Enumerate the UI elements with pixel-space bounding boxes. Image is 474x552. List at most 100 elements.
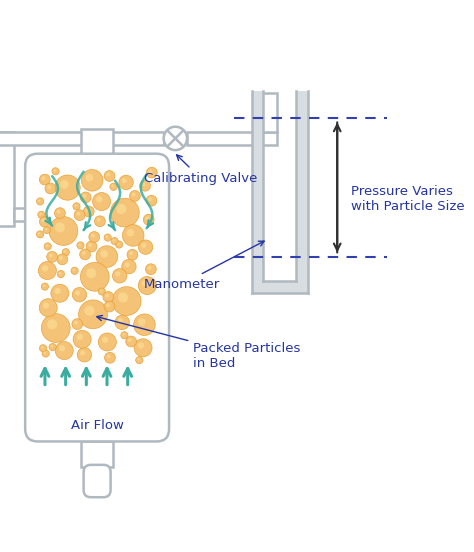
Circle shape xyxy=(128,338,132,342)
Circle shape xyxy=(118,318,123,323)
Bar xyxy=(252,282,308,293)
Circle shape xyxy=(164,127,187,150)
Circle shape xyxy=(49,343,56,351)
Circle shape xyxy=(38,262,56,279)
Circle shape xyxy=(43,226,50,233)
Circle shape xyxy=(47,320,57,330)
Circle shape xyxy=(80,351,85,355)
Circle shape xyxy=(129,252,133,255)
Text: Packed Particles
in Bed: Packed Particles in Bed xyxy=(97,315,301,370)
Circle shape xyxy=(82,251,86,255)
Circle shape xyxy=(73,288,87,302)
Circle shape xyxy=(142,280,148,286)
Circle shape xyxy=(57,210,61,214)
Bar xyxy=(0,132,14,226)
Circle shape xyxy=(42,350,49,357)
Text: Calibrating Valve: Calibrating Valve xyxy=(144,155,257,185)
Circle shape xyxy=(50,345,53,347)
Circle shape xyxy=(49,253,53,257)
Circle shape xyxy=(137,358,140,360)
FancyBboxPatch shape xyxy=(83,465,110,497)
Circle shape xyxy=(55,175,80,200)
Circle shape xyxy=(138,240,153,254)
Circle shape xyxy=(146,195,157,206)
Circle shape xyxy=(55,208,65,219)
Circle shape xyxy=(111,185,114,187)
Circle shape xyxy=(59,272,61,274)
Circle shape xyxy=(92,193,110,210)
Circle shape xyxy=(126,336,137,347)
Circle shape xyxy=(91,233,95,237)
Circle shape xyxy=(134,314,155,336)
Circle shape xyxy=(38,199,40,202)
Bar xyxy=(81,442,113,466)
Circle shape xyxy=(55,288,61,294)
Circle shape xyxy=(44,352,46,354)
Circle shape xyxy=(74,321,78,325)
Circle shape xyxy=(62,248,69,256)
Circle shape xyxy=(51,284,69,302)
Circle shape xyxy=(82,194,86,198)
Circle shape xyxy=(146,167,157,178)
Circle shape xyxy=(88,243,92,247)
Circle shape xyxy=(81,262,109,291)
Circle shape xyxy=(148,198,152,201)
Bar xyxy=(261,93,277,132)
Circle shape xyxy=(106,303,110,307)
Circle shape xyxy=(104,234,111,241)
Circle shape xyxy=(55,342,73,359)
Circle shape xyxy=(80,249,91,260)
Circle shape xyxy=(104,171,115,182)
Circle shape xyxy=(39,174,50,185)
Circle shape xyxy=(138,318,146,326)
Circle shape xyxy=(72,319,82,330)
Circle shape xyxy=(71,267,78,274)
Circle shape xyxy=(141,243,146,248)
Circle shape xyxy=(82,169,103,191)
Circle shape xyxy=(122,333,125,336)
Circle shape xyxy=(73,203,80,210)
Circle shape xyxy=(98,333,116,351)
Circle shape xyxy=(42,176,46,180)
Circle shape xyxy=(115,272,120,277)
Circle shape xyxy=(119,175,133,189)
Circle shape xyxy=(64,250,66,253)
Circle shape xyxy=(86,241,97,252)
Circle shape xyxy=(47,251,57,262)
Circle shape xyxy=(55,222,65,232)
Circle shape xyxy=(76,212,80,216)
Circle shape xyxy=(73,269,75,271)
Bar xyxy=(81,129,113,153)
Circle shape xyxy=(41,283,48,290)
Circle shape xyxy=(49,216,78,245)
Circle shape xyxy=(148,169,152,173)
Circle shape xyxy=(41,314,70,342)
Circle shape xyxy=(136,357,143,364)
Circle shape xyxy=(122,178,127,183)
Circle shape xyxy=(39,216,50,227)
Circle shape xyxy=(121,332,128,339)
Circle shape xyxy=(102,337,108,343)
Circle shape xyxy=(105,352,115,363)
Circle shape xyxy=(79,300,108,328)
Circle shape xyxy=(143,214,154,225)
Circle shape xyxy=(116,204,126,214)
Text: Manometer: Manometer xyxy=(144,241,264,290)
Circle shape xyxy=(43,302,49,309)
Circle shape xyxy=(75,290,80,295)
Circle shape xyxy=(94,216,105,227)
Circle shape xyxy=(44,243,51,250)
Circle shape xyxy=(42,265,48,272)
Bar xyxy=(14,208,25,221)
Circle shape xyxy=(74,204,77,206)
Circle shape xyxy=(106,173,110,177)
Circle shape xyxy=(42,219,46,222)
Circle shape xyxy=(138,277,156,295)
Circle shape xyxy=(73,330,91,348)
Circle shape xyxy=(59,256,63,260)
Circle shape xyxy=(52,168,59,175)
Circle shape xyxy=(117,242,119,245)
Circle shape xyxy=(137,342,144,349)
FancyBboxPatch shape xyxy=(25,153,169,442)
Circle shape xyxy=(54,169,56,172)
